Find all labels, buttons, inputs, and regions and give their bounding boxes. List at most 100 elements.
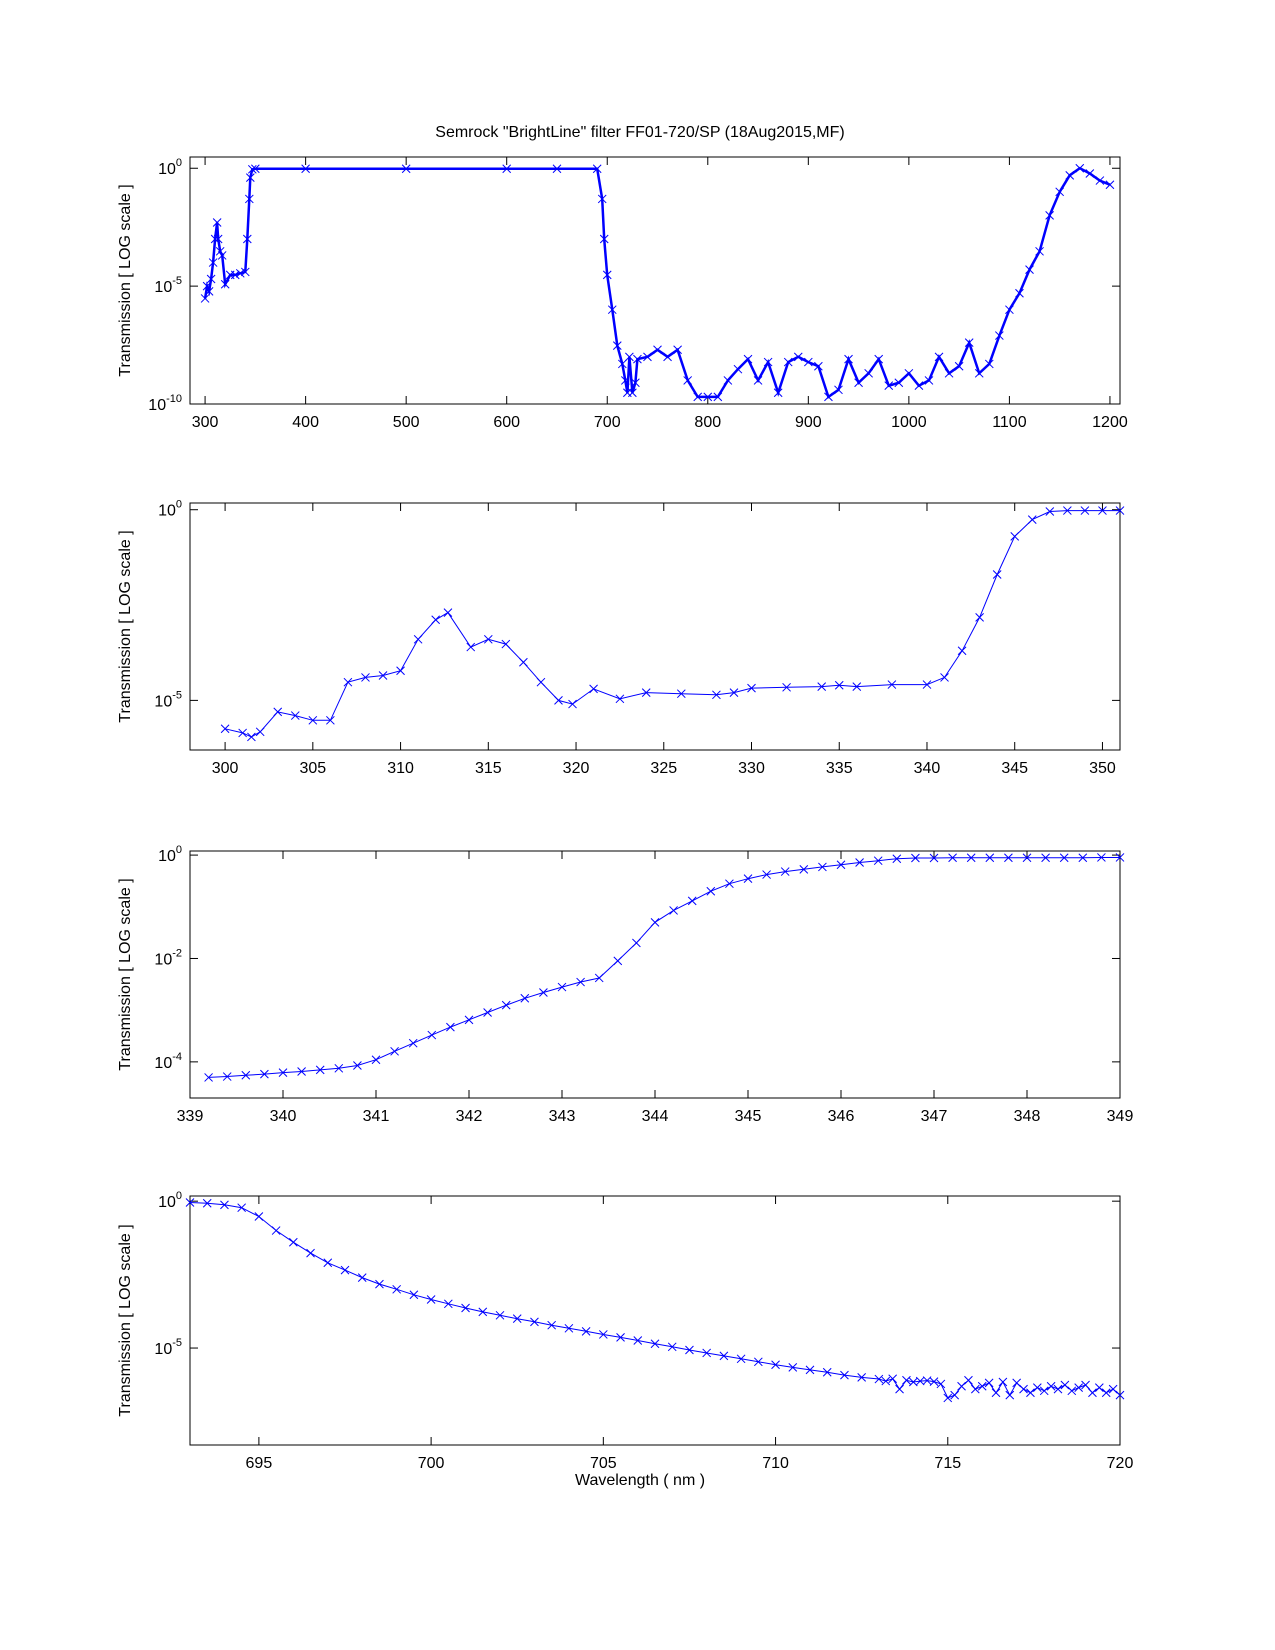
data-point-marker — [669, 906, 678, 915]
data-point-marker — [854, 378, 863, 388]
data-point-marker — [592, 164, 602, 174]
data-point-marker — [271, 1226, 281, 1235]
data-point-marker — [616, 1333, 625, 1342]
data-point-marker — [857, 1373, 867, 1382]
data-point-marker — [818, 862, 827, 872]
y-tick-label: 10-5 — [154, 689, 182, 710]
data-point-marker — [632, 938, 641, 948]
data-point-marker — [208, 258, 218, 267]
data-point-marker — [1060, 1380, 1070, 1390]
data-point-marker — [202, 281, 212, 291]
data-point-marker — [210, 234, 220, 244]
data-point-marker — [874, 1374, 884, 1384]
data-point-marker — [753, 1357, 763, 1367]
data-point-marker — [357, 1273, 367, 1282]
data-point-marker — [706, 886, 716, 896]
data-point-marker — [1088, 1388, 1097, 1398]
data-point-marker — [743, 874, 753, 884]
data-point-marker — [964, 338, 974, 348]
data-point-marker — [855, 858, 864, 867]
data-point-marker — [501, 1000, 511, 1010]
data-point-marker — [1010, 532, 1020, 541]
data-point-marker — [873, 856, 883, 866]
data-point-marker — [998, 1377, 1008, 1387]
data-point-marker — [1097, 853, 1106, 862]
x-tick-label: 349 — [1107, 1108, 1134, 1125]
data-point-marker — [943, 1393, 953, 1403]
data-point-marker — [461, 1303, 470, 1313]
data-point-marker — [1108, 1384, 1118, 1394]
data-point-marker — [408, 1038, 418, 1048]
data-point-marker — [1032, 1383, 1042, 1392]
y-tick-label: 100 — [158, 844, 182, 865]
x-tick-label: 710 — [762, 1455, 789, 1472]
data-point-marker — [844, 354, 853, 364]
x-tick-label: 310 — [387, 760, 414, 777]
y-tick-label: 10-10 — [148, 393, 182, 414]
data-point-marker — [220, 279, 230, 289]
data-point-marker — [625, 352, 634, 362]
y-tick-base: 10 — [158, 161, 176, 178]
data-point-marker — [1067, 1386, 1077, 1396]
data-point-marker — [771, 1360, 780, 1370]
data-point-marker — [554, 696, 563, 705]
x-tick-label: 330 — [738, 760, 765, 777]
plot-frame — [189, 156, 1121, 405]
data-point-marker — [663, 352, 672, 362]
data-point-marker — [799, 864, 809, 874]
data-point-marker — [326, 715, 335, 725]
y-tick-exponent: 0 — [176, 499, 182, 511]
data-point-marker — [204, 287, 214, 296]
y-tick-label: 100 — [158, 499, 182, 520]
data-point-marker — [1005, 305, 1014, 315]
data-point-marker — [315, 1065, 325, 1075]
data-point-marker — [683, 376, 693, 385]
data-point-marker — [782, 682, 791, 692]
data-point-marker — [240, 267, 250, 277]
data-point-marker — [753, 376, 763, 385]
data-point-marker — [1098, 506, 1107, 515]
data-point-marker — [255, 727, 265, 737]
y-tick-exponent: 0 — [176, 844, 182, 856]
data-point-marker — [723, 376, 733, 385]
data-point-marker — [957, 646, 967, 656]
x-tick-label: 346 — [828, 1108, 855, 1125]
data-point-marker — [200, 294, 210, 303]
data-point-marker — [217, 251, 227, 260]
data-point-marker — [911, 853, 920, 863]
data-point-marker — [501, 639, 511, 649]
data-point-marker — [904, 368, 914, 378]
data-point-marker — [788, 1362, 798, 1372]
y-tick-base: 10 — [154, 1341, 172, 1358]
data-point-marker — [443, 1299, 453, 1309]
x-tick-label: 900 — [795, 414, 822, 431]
data-point-marker — [215, 246, 225, 256]
x-tick-label: 335 — [826, 760, 853, 777]
data-point-marker — [378, 671, 388, 680]
data-point-marker — [576, 977, 585, 987]
x-tick-label: 695 — [246, 1455, 273, 1472]
data-point-marker — [852, 682, 862, 691]
data-point-marker — [396, 666, 405, 676]
x-tick-label: 348 — [1014, 1108, 1041, 1125]
data-point-marker — [520, 993, 530, 1003]
data-point-marker — [1041, 853, 1050, 863]
data-point-marker — [874, 354, 884, 364]
data-point-marker — [970, 1384, 980, 1394]
data-point-marker — [747, 683, 756, 693]
y-tick-exponent: -2 — [172, 947, 182, 959]
data-point-marker — [712, 690, 721, 700]
x-tick-label: 345 — [1001, 760, 1028, 777]
data-point-marker — [924, 376, 934, 385]
data-point-marker — [466, 642, 476, 652]
data-point-marker — [667, 1342, 677, 1352]
data-point-marker — [650, 1339, 660, 1349]
data-point-marker — [1053, 1384, 1063, 1394]
data-point-marker — [288, 1237, 298, 1247]
data-point-marker — [950, 1390, 960, 1400]
data-point-marker — [392, 1284, 402, 1294]
x-tick-label: 1100 — [992, 414, 1027, 431]
x-tick-label: 339 — [177, 1108, 204, 1125]
data-point-marker — [974, 368, 984, 378]
